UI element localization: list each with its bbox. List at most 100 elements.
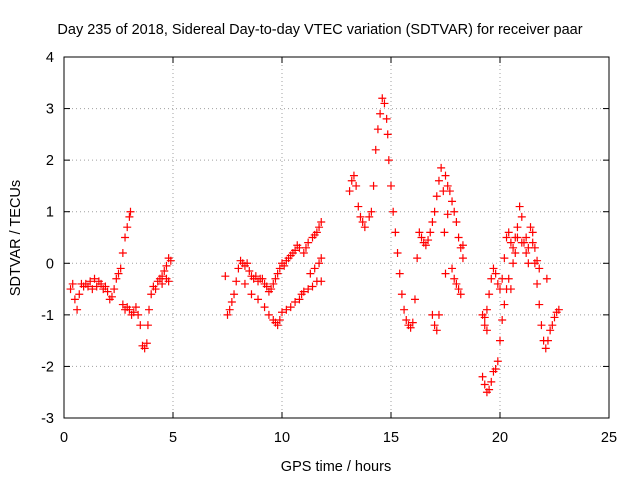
data-point: [513, 223, 522, 232]
data-point: [230, 290, 239, 299]
x-tick-label: 10: [274, 430, 290, 446]
data-point: [478, 372, 487, 381]
data-point: [123, 223, 132, 232]
data-point: [493, 279, 502, 288]
data-point: [530, 243, 539, 252]
data-point: [524, 259, 533, 268]
data-point: [454, 233, 463, 242]
data-point: [548, 321, 557, 330]
data-point: [445, 187, 454, 196]
data-point: [147, 290, 156, 299]
data-point: [535, 264, 544, 273]
data-point: [434, 310, 443, 319]
data-point: [541, 344, 550, 353]
data-point: [533, 279, 542, 288]
data-point: [92, 282, 101, 291]
data-point: [121, 233, 130, 242]
data-point: [543, 336, 552, 345]
data-point: [511, 248, 520, 257]
data-point: [485, 290, 494, 299]
x-tick-label: 25: [601, 430, 617, 446]
data-point: [114, 269, 123, 278]
data-point: [378, 94, 387, 103]
data-point: [129, 308, 138, 317]
data-point: [299, 287, 308, 296]
data-point: [358, 218, 367, 227]
data-point: [452, 279, 461, 288]
data-point: [395, 269, 404, 278]
data-point: [535, 300, 544, 309]
data-point: [116, 264, 125, 273]
data-point: [406, 323, 415, 332]
data-point: [112, 274, 121, 283]
x-tick-label: 15: [383, 430, 399, 446]
data-point: [160, 267, 169, 276]
data-point: [304, 285, 313, 294]
data-point: [413, 254, 422, 263]
data-point: [310, 264, 319, 273]
data-point: [487, 274, 496, 283]
data-point: [145, 305, 154, 314]
data-point: [162, 261, 171, 270]
data-point: [88, 285, 97, 294]
data-point: [68, 279, 77, 288]
data-point: [221, 272, 230, 281]
data-point: [502, 233, 511, 242]
data-point: [291, 246, 300, 255]
data-point: [134, 310, 143, 319]
data-point: [506, 285, 515, 294]
data-point: [400, 305, 409, 314]
data-point: [349, 171, 358, 180]
data-point: [275, 264, 284, 273]
data-point: [86, 277, 95, 286]
data-point: [383, 130, 392, 139]
data-point: [500, 300, 509, 309]
data-point: [415, 228, 424, 237]
data-point: [73, 305, 82, 314]
y-tick-label: 2: [46, 153, 54, 169]
data-point: [267, 285, 276, 294]
data-point: [278, 308, 286, 317]
series-sdtvar: [66, 94, 563, 397]
data-point: [75, 290, 84, 299]
data-point: [247, 290, 256, 299]
data-point: [232, 277, 241, 286]
data-point: [151, 285, 160, 294]
data-point: [485, 385, 494, 394]
data-point: [480, 380, 489, 389]
data-point: [424, 236, 433, 245]
data-point: [506, 238, 515, 247]
grid-lines: [64, 57, 609, 418]
data-point: [306, 269, 315, 278]
y-tick-label: 0: [46, 256, 54, 272]
plot-frame: [63, 56, 610, 419]
y-tick-label: -2: [41, 359, 54, 375]
data-point: [480, 313, 489, 322]
data-point: [482, 305, 491, 314]
data-point: [430, 321, 439, 330]
data-point: [301, 243, 310, 252]
data-point: [308, 282, 317, 291]
data-point: [347, 176, 356, 185]
data-point: [315, 259, 324, 268]
data-point: [550, 313, 559, 322]
data-point: [234, 264, 243, 273]
data-point: [260, 303, 269, 312]
data-point: [254, 295, 263, 304]
data-point: [408, 318, 417, 327]
data-point: [391, 228, 400, 237]
data-point: [528, 238, 537, 247]
x-tick-label: 0: [60, 430, 68, 446]
data-point: [393, 248, 402, 257]
data-point: [437, 163, 446, 172]
data-point: [166, 256, 175, 265]
data-point: [397, 290, 406, 299]
data-point: [533, 256, 542, 265]
data-point: [387, 181, 395, 190]
data-point: [103, 287, 112, 296]
data-point: [376, 109, 385, 118]
x-axis-label: GPS time / hours: [281, 459, 391, 475]
y-axis-label: SDTVAR / TECUs: [8, 180, 24, 296]
data-point: [504, 274, 513, 283]
data-point: [430, 207, 439, 216]
